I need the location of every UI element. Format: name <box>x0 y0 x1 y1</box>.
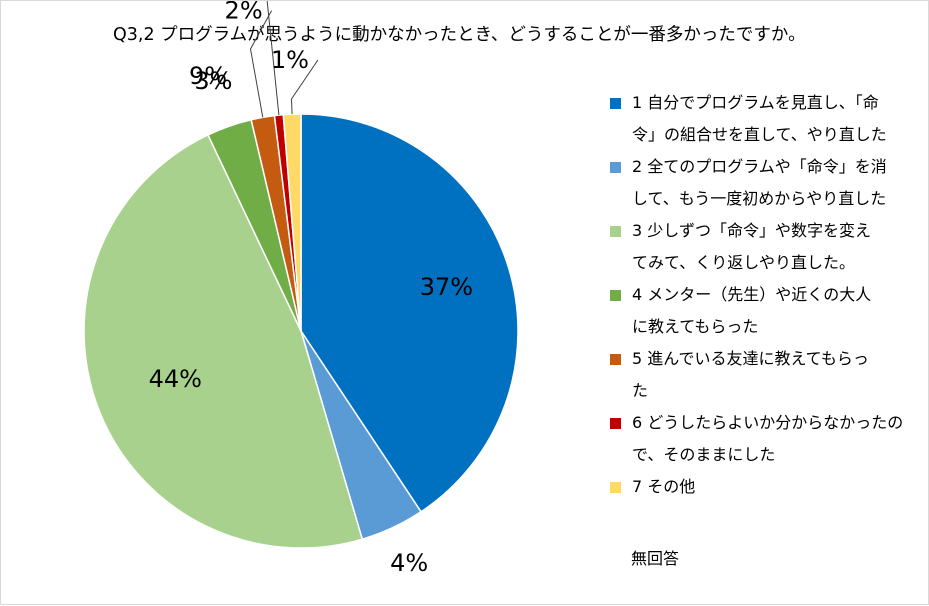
legend-label-6: 6 どうしたらよいか分からなかったの で、そのままにした <box>632 413 904 464</box>
legend-item-1: 1 自分でプログラムを見直し、「命 令」の組合せを直して、やり直した <box>608 87 920 151</box>
data-label-7: 1% <box>271 46 309 74</box>
legend-no-answer: 無回答 <box>631 549 680 568</box>
leader-line-7 <box>290 59 319 115</box>
pie-slices <box>83 113 519 549</box>
data-label-5: 2% <box>225 1 263 25</box>
legend-item-2: 2 全てのプログラムや「命令」を消 して、もう一度初めからやり直した <box>608 151 920 215</box>
legend-label-5: 5 進んでいる友達に教えてもらっ た <box>632 349 869 400</box>
legend-swatch-6 <box>610 418 621 429</box>
legend-item-3: 3 少しずつ「命令」や数字を変え てみて、くり返しやり直した。 <box>608 215 920 279</box>
legend-item-6: 6 どうしたらよいか分からなかったの で、そのままにした <box>608 407 920 471</box>
legend-label-4: 4 メンター（先生）や近くの大人 に教えてもらった <box>632 285 872 336</box>
legend-item-7: 7 その他 <box>608 471 920 503</box>
data-label-2: 4% <box>390 549 428 577</box>
legend-item-4: 4 メンター（先生）や近くの大人 に教えてもらった <box>608 279 920 343</box>
legend-item-5: 5 進んでいる友達に教えてもらっ た <box>608 343 920 407</box>
data-label-1: 37% <box>420 273 473 301</box>
legend-swatch-5 <box>610 354 621 365</box>
legend: 1 自分でプログラムを見直し、「命 令」の組合せを直して、やり直した 2 全てのプ… <box>608 87 920 503</box>
leader-line-6 <box>266 1 280 116</box>
leader-line-5 <box>249 10 273 118</box>
data-label-8: 9% <box>189 62 227 90</box>
legend-label-2: 2 全てのプログラムや「命令」を消 して、もう一度初めからやり直した <box>632 157 887 208</box>
legend-label-1: 1 自分でプログラムを見直し、「命 令」の組合せを直して、やり直した <box>632 93 887 144</box>
legend-swatch-2 <box>610 162 621 173</box>
chart-title: Q3,2 プログラムが思うように動かなかったとき、どうすることが一番多かったです… <box>113 25 806 45</box>
data-labels: 37%4%44%3%2%0%1%9% <box>149 1 473 577</box>
legend-swatch-7 <box>610 482 621 493</box>
legend-label-7: 7 その他 <box>632 477 696 496</box>
legend-label-3: 3 少しずつ「命令」や数字を変え てみて、くり返しやり直した。 <box>632 221 871 272</box>
legend-swatch-3 <box>610 226 621 237</box>
legend-swatch-1 <box>610 98 621 109</box>
leader-lines <box>249 1 319 118</box>
data-label-3: 44% <box>149 365 202 393</box>
pie-slice-3 <box>83 133 364 549</box>
legend-swatch-4 <box>610 290 621 301</box>
data-label-4: 3% <box>194 67 232 95</box>
